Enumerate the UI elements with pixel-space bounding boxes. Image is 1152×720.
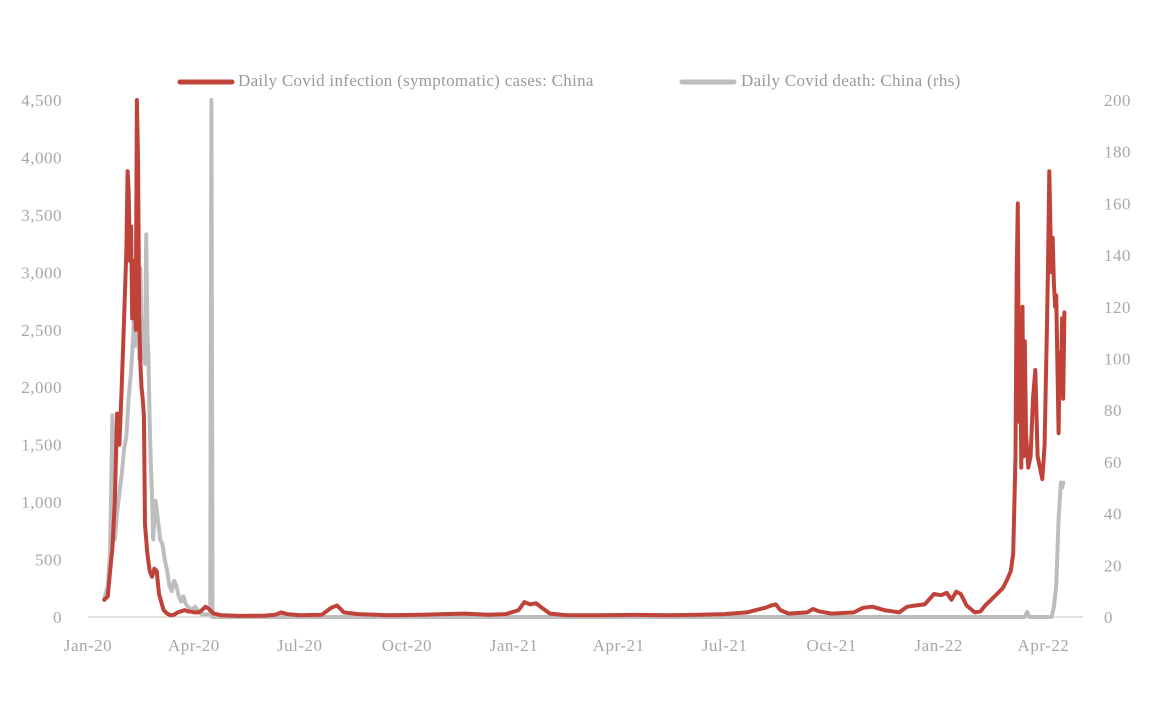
right-tick-label: 120 bbox=[1104, 298, 1131, 317]
right-tick-label: 160 bbox=[1104, 194, 1131, 213]
x-tick-label: Jul-20 bbox=[277, 636, 323, 655]
left-tick-label: 4,000 bbox=[21, 148, 62, 167]
left-tick-label: 2,500 bbox=[21, 321, 62, 340]
x-tick-label: Oct-21 bbox=[807, 636, 857, 655]
legend-label-deaths: Daily Covid death: China (rhs) bbox=[741, 71, 961, 90]
left-tick-label: 0 bbox=[53, 608, 62, 627]
series-line-cases bbox=[102, 98, 1067, 618]
right-tick-label: 80 bbox=[1104, 401, 1122, 420]
x-tick-label: Apr-21 bbox=[593, 636, 645, 655]
series-line-deaths bbox=[102, 98, 1066, 619]
right-tick-label: 0 bbox=[1104, 608, 1113, 627]
x-tick-label: Jul-21 bbox=[702, 636, 748, 655]
x-tick-label: Jan-22 bbox=[915, 636, 963, 655]
left-tick-label: 500 bbox=[35, 551, 62, 570]
x-axis-tick-labels: Jan-20 Apr-20 Jul-20 Oct-20 Jan-21 Apr-21 Jul-… bbox=[64, 636, 1069, 655]
left-tick-label: 1,500 bbox=[21, 436, 62, 455]
left-tick-label: 3,000 bbox=[21, 263, 62, 282]
right-tick-label: 100 bbox=[1104, 350, 1131, 369]
right-tick-label: 200 bbox=[1104, 91, 1131, 110]
left-tick-label: 2,000 bbox=[21, 378, 62, 397]
right-tick-label: 60 bbox=[1104, 453, 1122, 472]
left-axis-tick-labels: 0 500 1,000 1,500 2,000 2,500 3,000 3,500 4,000 4… bbox=[21, 91, 62, 627]
legend-label-cases: Daily Covid infection (symptomatic) case… bbox=[238, 71, 594, 90]
right-tick-label: 20 bbox=[1104, 556, 1122, 575]
right-axis-tick-labels: 0 20 40 60 80 100 120 140 160 180 200 bbox=[1104, 91, 1131, 627]
right-tick-label: 40 bbox=[1104, 505, 1122, 524]
x-tick-label: Apr-20 bbox=[168, 636, 220, 655]
series-layer bbox=[102, 98, 1067, 619]
x-tick-label: Oct-20 bbox=[382, 636, 432, 655]
x-tick-label: Jan-21 bbox=[490, 636, 538, 655]
left-tick-label: 1,000 bbox=[21, 493, 62, 512]
left-tick-label: 4,500 bbox=[21, 91, 62, 110]
x-tick-label: Jan-20 bbox=[64, 636, 112, 655]
right-tick-label: 140 bbox=[1104, 246, 1131, 265]
right-tick-label: 180 bbox=[1104, 143, 1131, 162]
x-tick-label: Apr-22 bbox=[1018, 636, 1070, 655]
left-tick-label: 3,500 bbox=[21, 206, 62, 225]
legend: Daily Covid infection (symptomatic) case… bbox=[177, 71, 961, 90]
